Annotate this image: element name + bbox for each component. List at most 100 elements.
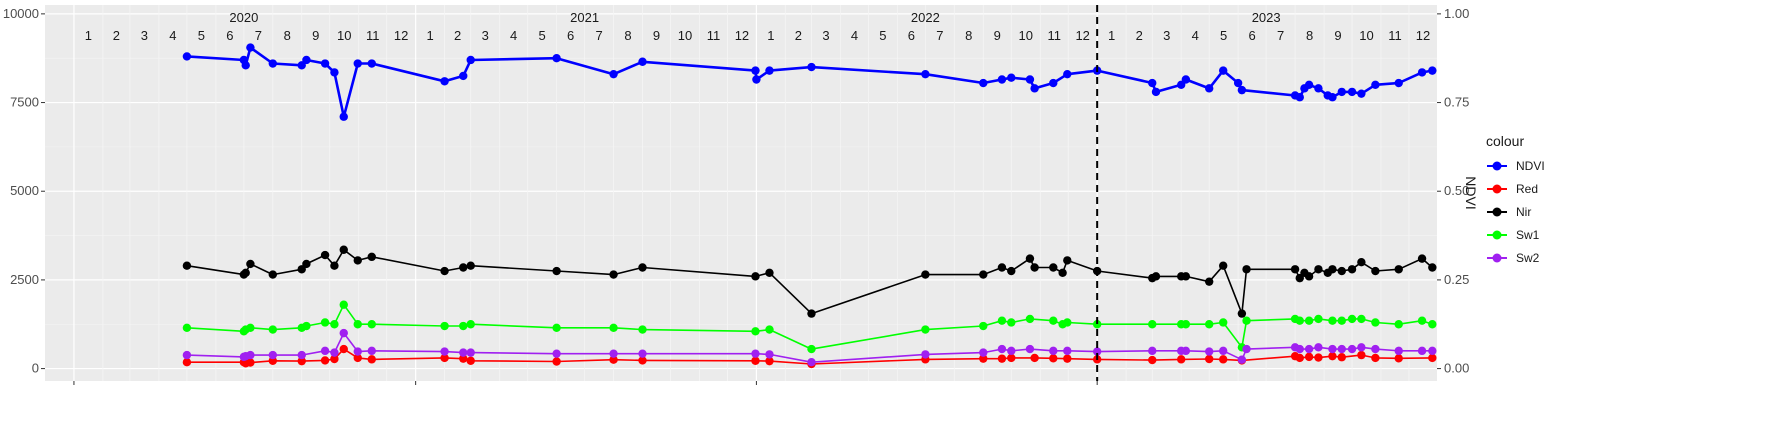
y-right-axis-title: NDVI bbox=[1463, 176, 1479, 209]
month-label: 8 bbox=[1306, 28, 1313, 43]
month-label: 6 bbox=[226, 28, 233, 43]
data-point-sw1 bbox=[459, 321, 468, 331]
data-point-nir bbox=[320, 250, 330, 260]
data-point-sw2 bbox=[1063, 346, 1072, 356]
data-point-red bbox=[1328, 351, 1337, 361]
data-point-nir bbox=[1025, 254, 1035, 263]
y-right-tick-label: 0.75 bbox=[1444, 95, 1469, 110]
month-label: 2 bbox=[454, 28, 461, 43]
data-point-sw2 bbox=[638, 349, 647, 358]
data-point-sw2 bbox=[466, 348, 475, 357]
legend-title: colour bbox=[1486, 133, 1524, 149]
data-point-ndvi bbox=[268, 59, 277, 68]
data-point-sw1 bbox=[638, 325, 647, 334]
plot-panel bbox=[45, 5, 1437, 381]
data-point-ndvi bbox=[320, 59, 330, 68]
data-point-nir bbox=[268, 270, 277, 279]
data-point-ndvi bbox=[466, 55, 475, 65]
data-point-nir bbox=[1290, 265, 1300, 274]
data-point-nir bbox=[1314, 265, 1323, 274]
data-point-sw2 bbox=[246, 350, 255, 360]
data-point-sw1 bbox=[1337, 316, 1346, 325]
month-label: 5 bbox=[539, 28, 546, 43]
data-point-ndvi bbox=[1049, 78, 1058, 88]
y-left-tick-label: 5000 bbox=[10, 183, 39, 198]
data-point-sw2 bbox=[1314, 343, 1323, 352]
data-point-ndvi bbox=[1357, 89, 1366, 98]
data-point-sw1 bbox=[330, 320, 339, 329]
data-point-sw2 bbox=[353, 347, 362, 356]
data-point-sw1 bbox=[1242, 316, 1251, 325]
data-point-red bbox=[765, 356, 774, 366]
data-point-sw1 bbox=[320, 318, 330, 327]
month-label: 8 bbox=[624, 28, 631, 43]
data-point-red bbox=[997, 354, 1007, 363]
month-label: 2 bbox=[1136, 28, 1143, 43]
data-point-red bbox=[552, 357, 561, 366]
data-point-ndvi bbox=[459, 71, 468, 81]
data-point-ndvi bbox=[1181, 75, 1191, 84]
data-point-ndvi bbox=[765, 66, 774, 75]
data-point-sw2 bbox=[921, 350, 930, 359]
data-point-sw2 bbox=[1357, 343, 1366, 352]
data-point-red bbox=[1049, 354, 1058, 363]
data-point-sw1 bbox=[997, 316, 1007, 325]
month-label: 1 bbox=[1108, 28, 1115, 43]
data-point-nir bbox=[765, 268, 774, 278]
data-point-red bbox=[638, 356, 647, 365]
data-point-sw1 bbox=[1025, 314, 1035, 324]
data-point-sw2 bbox=[979, 348, 988, 357]
data-point-nir bbox=[1049, 263, 1058, 272]
data-point-sw1 bbox=[1328, 316, 1337, 325]
data-point-nir bbox=[979, 270, 988, 279]
data-point-sw2 bbox=[182, 350, 192, 360]
data-point-red bbox=[182, 358, 192, 367]
y-left-tick-label: 10000 bbox=[3, 6, 39, 21]
data-point-sw2 bbox=[1007, 346, 1016, 356]
data-point-sw1 bbox=[1205, 320, 1214, 329]
data-point-ndvi bbox=[979, 78, 988, 88]
data-point-ndvi bbox=[609, 69, 618, 79]
data-point-sw2 bbox=[1428, 346, 1437, 356]
data-point-red bbox=[1176, 355, 1186, 364]
data-point-sw1 bbox=[1304, 316, 1314, 325]
data-point-sw2 bbox=[765, 350, 774, 359]
data-point-nir bbox=[1219, 261, 1228, 270]
data-point-sw1 bbox=[1394, 320, 1403, 329]
y-right-tick-label: 0.00 bbox=[1444, 361, 1469, 376]
data-point-ndvi bbox=[1063, 69, 1072, 79]
y-right-tick-label: 0.50 bbox=[1444, 183, 1469, 198]
data-point-nir bbox=[921, 270, 930, 279]
data-point-sw2 bbox=[1328, 344, 1337, 354]
month-label: 10 bbox=[337, 28, 351, 43]
data-point-nir bbox=[1328, 265, 1337, 274]
month-label: 3 bbox=[141, 28, 148, 43]
month-label: 12 bbox=[1075, 28, 1089, 43]
data-point-red bbox=[1371, 353, 1380, 363]
month-label: 8 bbox=[965, 28, 972, 43]
data-point-ndvi bbox=[1328, 93, 1337, 102]
data-point-nir bbox=[1181, 272, 1191, 281]
data-point-sw1 bbox=[1181, 320, 1191, 329]
data-point-sw2 bbox=[997, 344, 1007, 354]
data-point-nir bbox=[440, 266, 449, 276]
data-point-ndvi bbox=[1347, 87, 1357, 97]
data-point-sw2 bbox=[751, 349, 760, 358]
data-point-sw2 bbox=[552, 349, 561, 358]
data-point-sw1 bbox=[609, 323, 618, 332]
data-point-sw1 bbox=[268, 325, 277, 334]
data-point-red bbox=[979, 354, 988, 363]
month-label: 7 bbox=[255, 28, 262, 43]
month-label: 10 bbox=[1019, 28, 1033, 43]
data-point-sw1 bbox=[1428, 320, 1437, 329]
data-point-sw1 bbox=[1314, 314, 1323, 324]
series-layer bbox=[182, 43, 1437, 369]
grid-lines bbox=[45, 5, 1437, 381]
data-point-ndvi bbox=[552, 54, 561, 63]
month-label: 6 bbox=[1249, 28, 1256, 43]
data-point-red bbox=[246, 358, 255, 367]
data-point-sw2 bbox=[1417, 346, 1427, 356]
data-point-red bbox=[440, 353, 449, 363]
data-point-sw2 bbox=[1347, 344, 1357, 354]
y-left-tick-label: 7500 bbox=[10, 95, 39, 110]
